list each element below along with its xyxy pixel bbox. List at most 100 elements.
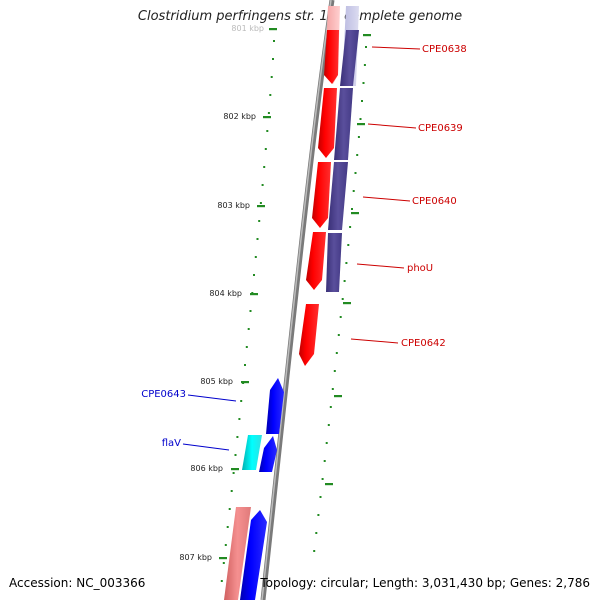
scale-minor-tick xyxy=(263,166,266,168)
scale-minor-tick xyxy=(240,400,243,402)
genome-backbone xyxy=(260,0,335,600)
scale-minor-tick xyxy=(363,64,366,66)
scale-minor-tick xyxy=(249,310,252,312)
scale-minor-tick xyxy=(269,94,272,96)
gene-arrow-rna-cyan[interactable] xyxy=(242,435,262,470)
forward-strand-track-segment xyxy=(326,233,342,292)
callout-line-cpe0643 xyxy=(187,394,237,402)
scale-label-group: 801 kbp 802 kbp 803 kbp 804 kbp 805 kbp … xyxy=(179,24,277,562)
gene-label-cpe0640[interactable]: CPE0640 xyxy=(412,196,457,207)
genome-info-text: Topology: circular; Length: 3,031,430 bp… xyxy=(260,576,590,590)
scale-minor-tick xyxy=(270,76,273,78)
scale-minor-tick xyxy=(222,562,225,564)
scale-minor-tick xyxy=(337,334,340,336)
scale-minor-tick xyxy=(345,262,348,264)
scale-label-806: 806 kbp xyxy=(190,464,223,473)
scale-minor-tick xyxy=(315,532,318,534)
callout-line-flav xyxy=(182,443,230,451)
scale-minor-tick xyxy=(224,544,227,546)
gene-label-phou[interactable]: phoU xyxy=(407,263,433,274)
gene-label-cpe0642[interactable]: CPE0642 xyxy=(401,338,446,349)
callout-line-cpe0642 xyxy=(350,338,399,344)
scale-minor-tick xyxy=(329,406,332,408)
genome-title: Clostridium perfringens str. 13, complet… xyxy=(137,9,463,24)
scale-minor-tick xyxy=(234,454,237,456)
accession-text: Accession: NC_003366 xyxy=(9,576,146,590)
gene-arrow-phou[interactable] xyxy=(306,232,326,290)
callout-line-cpe0639 xyxy=(367,123,417,129)
scale-minor-tick xyxy=(232,472,235,474)
scale-minor-tick xyxy=(327,424,330,426)
gene-label-flav[interactable]: flaV xyxy=(162,438,181,449)
scale-minor-tick xyxy=(335,352,338,354)
gene-arrow-flav[interactable] xyxy=(259,436,277,472)
gene-arrow-cpe0640[interactable] xyxy=(312,162,331,228)
scale-minor-tick xyxy=(331,388,334,390)
scale-minor-tick xyxy=(236,436,239,438)
scale-minor-tick xyxy=(321,478,324,480)
scale-label-803: 803 kbp xyxy=(217,201,250,210)
scale-tick-804 xyxy=(250,293,258,296)
scale-minor-tick xyxy=(359,118,362,120)
gene-arrow-cpe0638-body[interactable] xyxy=(324,30,339,84)
scale-minor-tick xyxy=(356,154,359,156)
scale-ticks-left xyxy=(220,40,275,582)
scale-minor-tick xyxy=(352,190,355,192)
gene-arrow-cpe0642[interactable] xyxy=(299,304,319,366)
scale-minor-tick xyxy=(317,514,320,516)
gene-label-cpe0638[interactable]: CPE0638 xyxy=(422,44,467,55)
right-major-ticks xyxy=(325,34,371,486)
gene-arrow-blue-lower[interactable] xyxy=(240,510,267,600)
scale-minor-tick xyxy=(228,508,231,510)
scale-tick-806 xyxy=(231,468,239,471)
scale-minor-tick xyxy=(226,526,229,528)
scale-ticks-right xyxy=(313,46,367,552)
gene-arrow-cpe0643[interactable] xyxy=(266,378,284,434)
gene-label-cpe0643[interactable]: CPE0643 xyxy=(141,389,186,400)
genome-backbone-highlight xyxy=(261,0,332,600)
scale-minor-tick xyxy=(357,136,360,138)
scale-minor-tick xyxy=(253,274,255,276)
scale-minor-tick xyxy=(230,490,233,492)
scale-minor-tick xyxy=(333,370,336,372)
scale-minor-tick xyxy=(259,202,262,204)
scale-minor-tick xyxy=(254,256,257,258)
scale-minor-tick xyxy=(272,58,274,60)
scale-label-805: 805 kbp xyxy=(200,377,233,386)
scale-minor-tick xyxy=(341,298,344,300)
scale-minor-tick xyxy=(313,550,316,552)
scale-label-804: 804 kbp xyxy=(209,289,242,298)
scale-tick-802 xyxy=(263,116,271,119)
scale-minor-tick xyxy=(365,46,367,48)
callout-line-phou xyxy=(356,263,405,269)
scale-label-802: 802 kbp xyxy=(223,112,256,121)
gene-labels: CPE0638 CPE0639 CPE0640 phoU CPE0642 CPE… xyxy=(141,44,467,449)
scale-tick-803 xyxy=(257,205,265,208)
scale-minor-tick xyxy=(264,148,267,150)
scale-minor-tick xyxy=(220,580,223,582)
scale-tick-801 xyxy=(269,28,277,31)
scale-minor-tick xyxy=(351,208,353,210)
scale-tick-807 xyxy=(219,557,227,560)
scale-minor-tick xyxy=(343,280,346,282)
scale-tick-805 xyxy=(241,381,249,384)
scale-minor-tick xyxy=(244,364,246,366)
scale-minor-tick xyxy=(273,40,275,42)
scale-minor-tick xyxy=(339,316,342,318)
gene-label-cpe0639[interactable]: CPE0639 xyxy=(418,123,463,134)
scale-minor-tick xyxy=(266,130,269,132)
scale-minor-tick xyxy=(354,172,357,174)
callout-line-cpe0638 xyxy=(371,46,421,50)
scale-minor-tick xyxy=(247,328,250,330)
scale-minor-tick xyxy=(347,244,350,246)
scale-minor-tick xyxy=(245,346,248,348)
scale-label-807: 807 kbp xyxy=(179,553,212,562)
gene-arrow-cpe0639[interactable] xyxy=(318,88,337,158)
gene-arrow-pink-lower[interactable] xyxy=(224,507,251,600)
scale-minor-tick xyxy=(267,112,270,114)
scale-minor-tick xyxy=(261,184,264,186)
scale-minor-tick xyxy=(362,82,365,84)
forward-strand-track-segment xyxy=(334,88,353,160)
scale-minor-tick xyxy=(238,418,241,420)
